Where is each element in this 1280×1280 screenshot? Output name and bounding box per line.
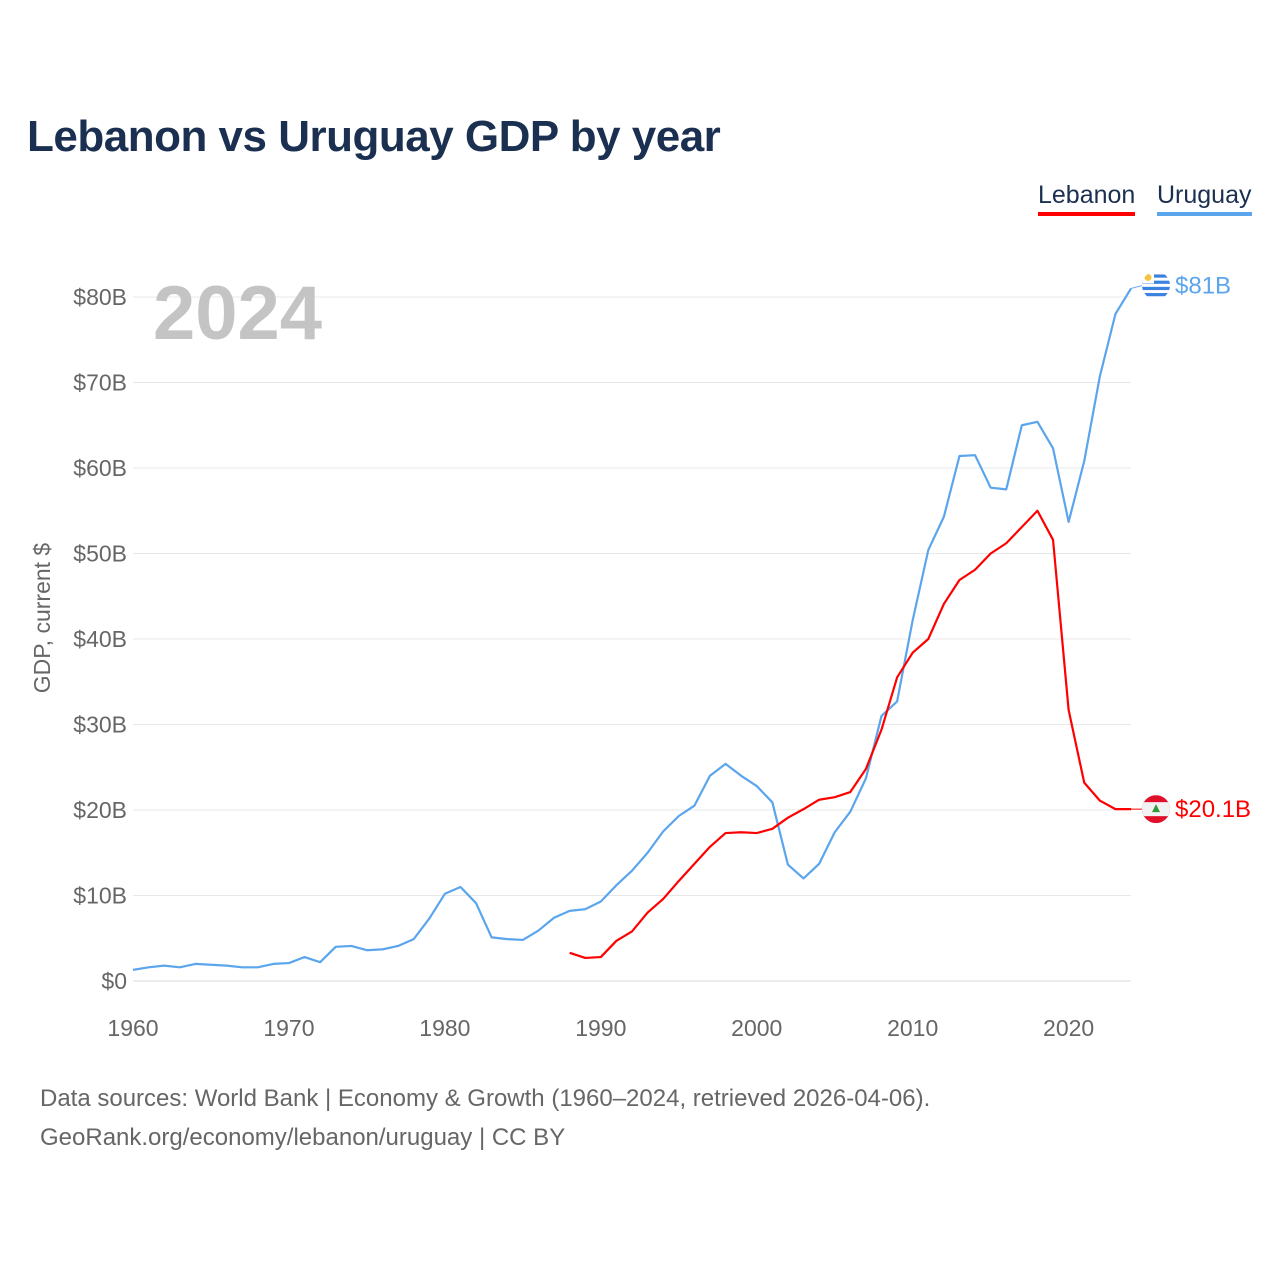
legend-uruguay[interactable]: Uruguay — [1157, 181, 1252, 216]
series-line-lebanon — [569, 509, 1131, 960]
x-tick-label: 1990 — [575, 1015, 626, 1041]
legend-lebanon[interactable]: Lebanon — [1038, 181, 1136, 216]
flag-cedar — [1152, 804, 1160, 813]
flag-stripe — [1142, 286, 1170, 291]
flag-stripe — [1142, 274, 1170, 278]
y-tick-label: $80B — [73, 284, 127, 310]
end-connector — [1130, 284, 1144, 289]
flag-stripe — [1142, 280, 1170, 284]
x-tick-label: 2020 — [1043, 1015, 1094, 1041]
footer-link[interactable]: GeoRank.org/economy/lebanon/uruguay | CC… — [40, 1124, 566, 1151]
flag-stripe — [1142, 293, 1170, 297]
y-tick-label: $10B — [73, 883, 127, 909]
y-tick-label: $30B — [73, 712, 127, 738]
lebanon-flag-icon — [1142, 795, 1170, 824]
y-tick-label: $50B — [73, 541, 127, 567]
y-axis-label: GDP, current $ — [29, 543, 55, 694]
x-tick-label: 1960 — [107, 1015, 158, 1041]
y-tick-label: $70B — [73, 370, 127, 396]
x-tick-label: 2000 — [731, 1015, 782, 1041]
flag-sun — [1144, 273, 1152, 281]
y-tick-label: $60B — [73, 455, 127, 481]
uruguay-flag-icon — [1142, 271, 1170, 300]
y-tick-label: $0 — [101, 968, 127, 994]
y-tick-label: $20B — [73, 797, 127, 823]
y-tick-label: $40B — [73, 626, 127, 652]
x-tick-label: 1970 — [263, 1015, 314, 1041]
flag-body — [1142, 795, 1170, 824]
x-tick-label: 1980 — [419, 1015, 470, 1041]
x-tick-label: 2010 — [887, 1015, 938, 1041]
end-value-label: $81B — [1175, 272, 1231, 299]
chart-title: Lebanon vs Uruguay GDP by year — [27, 112, 721, 161]
end-value-label: $20.1B — [1175, 796, 1251, 823]
series-line-uruguay — [132, 287, 1132, 971]
flag-body — [1142, 271, 1170, 300]
year-watermark: 2024 — [153, 271, 322, 356]
footer-sources: Data sources: World Bank | Economy & Gro… — [40, 1085, 931, 1112]
